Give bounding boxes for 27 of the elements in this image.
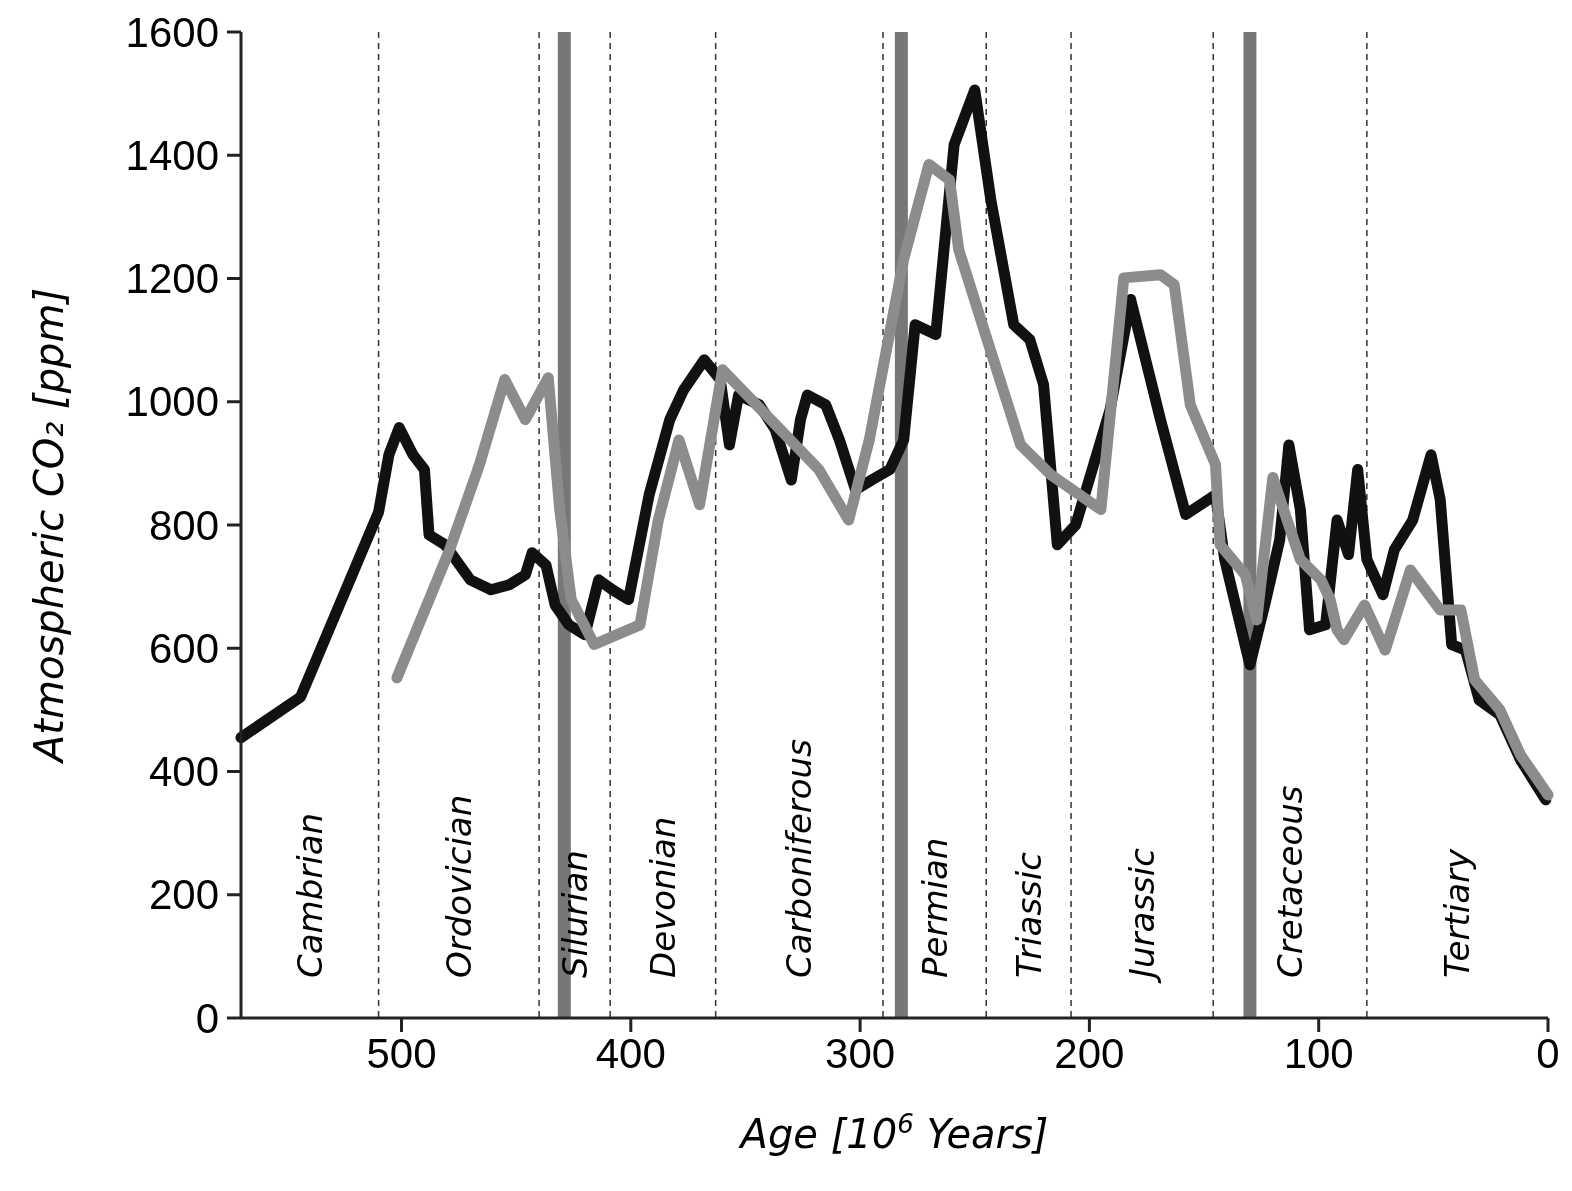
annotation: Tertiary [1437, 847, 1478, 978]
annotation: Cambrian [289, 812, 330, 978]
annotation: Jurassic [1122, 847, 1163, 984]
x-tick-label: 0 [1536, 1030, 1560, 1077]
x-axis-title: Age [10$^{6}$ Years] [737, 1109, 1049, 1157]
y-tick-label: 1200 [125, 255, 219, 302]
x-tick-label: 400 [595, 1030, 666, 1077]
y-tick-label: 0 [195, 994, 219, 1042]
y-tick-label: 600 [148, 624, 219, 672]
y-tick-label: 400 [148, 748, 219, 795]
annotation: Devonian [642, 816, 683, 978]
annotation: Permian [914, 837, 955, 978]
y-axis-title: Atmospheric CO₂ [ppm] [26, 287, 72, 766]
y-tick-label: 200 [148, 871, 219, 919]
y-tick-label: 800 [148, 501, 219, 549]
annotation: Silurian [554, 850, 595, 978]
x-tick-label: 100 [1283, 1030, 1354, 1077]
y-tick-label: 1000 [125, 378, 219, 426]
annotation: Ordovician [438, 794, 479, 978]
y-tick-label: 1600 [125, 8, 219, 56]
y-tick-label: 1400 [125, 131, 219, 179]
annotation: Triassic [1008, 851, 1049, 978]
x-tick-label: 200 [1054, 1030, 1125, 1077]
annotation: Cretaceous [1270, 785, 1311, 978]
x-tick-label: 300 [825, 1030, 896, 1077]
annotation: Carboniferous [779, 739, 820, 978]
x-tick-label: 500 [366, 1030, 437, 1077]
